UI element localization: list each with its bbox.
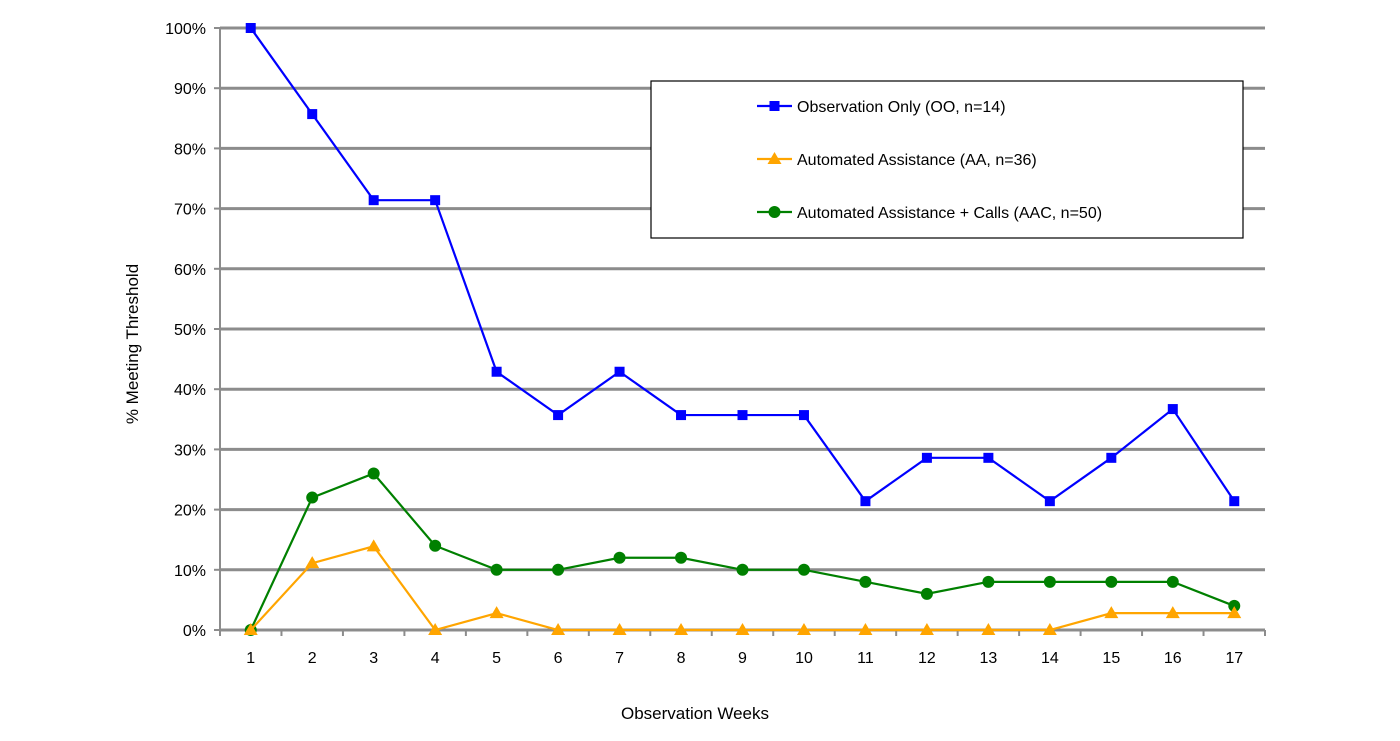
data-point-square [921, 452, 932, 463]
data-point-circle [367, 467, 380, 480]
data-point-square [1167, 404, 1178, 415]
y-tick-label: 40% [174, 382, 206, 399]
data-point-triangle [366, 539, 381, 552]
x-tick-label: 12 [918, 650, 936, 667]
data-point-square [676, 410, 687, 421]
y-tick-label: 0% [183, 623, 206, 640]
y-tick-label: 30% [174, 442, 206, 459]
data-point-triangle [919, 623, 934, 635]
x-tick-label: 14 [1041, 650, 1059, 667]
data-point-triangle [981, 623, 996, 635]
data-point-circle [490, 563, 503, 576]
data-point-triangle [551, 623, 566, 635]
data-point-circle [1043, 575, 1056, 588]
data-point-triangle [1042, 623, 1057, 635]
data-point-square [307, 109, 318, 120]
x-tick-label: 6 [554, 650, 563, 667]
data-point-square [1106, 452, 1117, 463]
data-point-square [245, 23, 256, 33]
data-point-circle [859, 575, 872, 588]
data-point-triangle [489, 606, 504, 619]
data-point-circle [613, 551, 626, 564]
data-point-triangle [612, 623, 627, 635]
legend: Observation Only (OO, n=14) Automated Ass… [650, 80, 1244, 239]
x-tick-label: 16 [1164, 650, 1182, 667]
data-point-triangle [735, 623, 750, 635]
data-point-circle [768, 206, 781, 218]
data-point-circle [736, 563, 749, 576]
data-point-triangle [858, 623, 873, 635]
x-tick-label: 15 [1102, 650, 1120, 667]
legend-item: Automated Assistance (AA, n=36) [757, 152, 1037, 169]
data-point-circle [1228, 599, 1241, 612]
data-point-triangle [1165, 606, 1180, 619]
data-point-square [1044, 496, 1055, 507]
y-tick-label: 20% [174, 503, 206, 520]
y-tick-label: 100% [165, 21, 206, 38]
x-tick-label: 4 [431, 650, 440, 667]
series-circle [244, 467, 1241, 636]
y-tick-label: 10% [174, 563, 206, 580]
data-point-circle [982, 575, 995, 588]
data-point-triangle [305, 556, 320, 569]
data-point-circle [797, 563, 810, 576]
data-point-square [798, 410, 809, 421]
data-point-square [553, 410, 564, 421]
data-point-square [430, 195, 441, 206]
legend-label: Automated Assistance (AA, n=36) [797, 152, 1037, 169]
data-point-circle [552, 563, 565, 576]
legend-label: Observation Only (OO, n=14) [797, 99, 1006, 116]
data-point-circle [1166, 575, 1179, 588]
series-square [245, 23, 1240, 507]
x-tick-label: 17 [1225, 650, 1243, 667]
y-tick-label: 70% [174, 202, 206, 219]
legend-item: Observation Only (OO, n=14) [757, 99, 1006, 116]
legend-label: Automated Assistance + Calls (AAC, n=50) [797, 205, 1102, 222]
y-tick-label: 80% [174, 141, 206, 158]
data-point-circle [306, 491, 319, 504]
series-line [249, 545, 1235, 632]
x-axis-label: Observation Weeks [621, 704, 769, 723]
data-point-square [860, 496, 871, 507]
data-point-triangle [674, 623, 689, 635]
x-tick-label: 7 [615, 650, 624, 667]
data-point-triangle [796, 623, 811, 635]
data-point-circle [675, 551, 688, 564]
data-point-square [368, 195, 379, 206]
data-point-circle [920, 587, 933, 600]
y-tick-label: 50% [174, 322, 206, 339]
legend-item: Automated Assistance + Calls (AAC, n=50) [757, 205, 1102, 222]
data-point-square [769, 101, 780, 111]
data-point-square [1229, 496, 1240, 507]
data-point-triangle [1227, 606, 1242, 619]
data-point-square [737, 410, 748, 421]
data-point-triangle [767, 152, 782, 164]
y-axis-label: % Meeting Threshold [123, 264, 142, 424]
x-tick-label: 10 [795, 650, 813, 667]
data-point-square [491, 366, 502, 377]
x-tick-label: 1 [246, 650, 255, 667]
series-line [249, 472, 1235, 631]
data-point-square [983, 452, 994, 463]
data-point-square [614, 366, 625, 377]
x-tick-label: 9 [738, 650, 747, 667]
data-point-circle [429, 539, 442, 552]
x-tick-label: 5 [492, 650, 501, 667]
data-point-circle [1105, 575, 1118, 588]
y-tick-label: 60% [174, 262, 206, 279]
data-point-triangle [428, 623, 443, 635]
data-point-triangle [243, 623, 258, 635]
x-tick-label: 2 [308, 650, 317, 667]
x-tick-label: 3 [369, 650, 378, 667]
data-point-triangle [1104, 606, 1119, 619]
series-triangle [243, 539, 1242, 635]
x-tick-label: 11 [857, 650, 874, 667]
y-tick-label: 90% [174, 81, 206, 98]
x-tick-label: 13 [979, 650, 997, 667]
x-tick-label: 8 [677, 650, 686, 667]
